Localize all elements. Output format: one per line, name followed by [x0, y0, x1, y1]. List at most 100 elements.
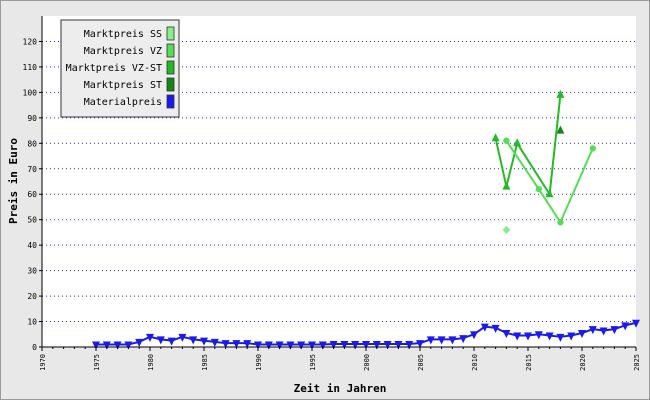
legend-swatch [166, 94, 175, 109]
data-point [437, 336, 446, 345]
data-point [178, 333, 187, 342]
data-point [394, 340, 403, 349]
legend-swatch [166, 77, 175, 92]
x-tick-label: 1980 [147, 354, 155, 371]
data-point [578, 329, 586, 338]
x-tick-label: 2005 [417, 354, 425, 371]
data-point [167, 337, 176, 346]
series-materialpreis [92, 319, 640, 350]
data-point [599, 327, 608, 336]
data-point [556, 125, 565, 134]
data-point [297, 341, 306, 350]
data-point [459, 335, 468, 344]
y-tick-label: 50 [27, 216, 37, 225]
data-point [362, 340, 370, 349]
data-point [146, 333, 154, 342]
data-point [610, 326, 619, 335]
data-point [102, 341, 111, 350]
legend: Marktpreis SS Marktpreis VZ Marktpreis VZ-… [60, 19, 180, 118]
data-point [340, 340, 349, 349]
series-layer [92, 89, 640, 350]
data-point [372, 340, 381, 349]
data-point [491, 133, 500, 142]
x-tick-label: 2015 [525, 354, 533, 371]
data-point [221, 340, 230, 349]
data-point [556, 89, 565, 98]
series-marktpreis-ss [502, 225, 511, 234]
y-tick-label: 60 [27, 190, 37, 199]
series-marktpreis-st [556, 125, 565, 134]
data-point [448, 336, 457, 345]
x-tick-label: 2020 [579, 354, 587, 371]
data-point [275, 341, 284, 350]
legend-swatch [166, 26, 175, 41]
x-tick-label: 1970 [39, 354, 47, 371]
data-point [621, 322, 630, 331]
x-tick-label: 1990 [255, 354, 263, 371]
x-tick-label: 2000 [363, 354, 371, 371]
legend-swatch [166, 60, 175, 75]
data-point [210, 338, 219, 347]
data-point [502, 225, 511, 234]
x-axis-label: Zeit in Jahren [294, 382, 387, 395]
y-tick-label: 30 [27, 267, 37, 276]
x-tick-label: 1975 [93, 354, 101, 371]
data-point [286, 341, 295, 350]
x-tick-label: 2025 [633, 354, 641, 371]
y-axis-ticks: 0 10 20 30 40 50 60 70 80 90 100 110 120 [23, 37, 42, 352]
data-point [426, 336, 435, 345]
legend-box [60, 19, 180, 118]
y-tick-label: 90 [27, 114, 37, 123]
data-point [588, 326, 597, 335]
data-point [557, 219, 564, 226]
data-point [383, 340, 392, 349]
data-point [567, 332, 576, 341]
data-point [480, 323, 489, 332]
data-point [535, 185, 542, 193]
x-tick-label: 2010 [471, 354, 479, 371]
y-tick-label: 100 [23, 88, 38, 97]
data-point [502, 181, 511, 190]
data-point [524, 332, 532, 341]
data-point [113, 341, 122, 350]
y-tick-label: 120 [23, 37, 38, 46]
data-point [124, 341, 133, 350]
legend-label: Marktpreis VZ-ST [66, 63, 162, 74]
data-point [135, 338, 144, 347]
data-point [405, 340, 414, 349]
data-point [513, 332, 522, 341]
y-tick-label: 0 [32, 343, 37, 352]
x-tick-label: 1985 [201, 354, 209, 371]
data-point [470, 331, 478, 340]
data-point [329, 340, 338, 349]
series-marktpreis-vz [503, 137, 596, 226]
y-tick-label: 20 [27, 292, 37, 301]
data-point [254, 341, 262, 350]
data-point [545, 332, 554, 341]
legend-swatch [166, 43, 175, 58]
data-point [351, 340, 360, 349]
data-point [92, 341, 100, 350]
y-axis-label: Preis in Euro [7, 138, 20, 224]
data-point [243, 340, 252, 349]
y-tick-label: 110 [23, 63, 38, 72]
series-marktpreis-vz-st [491, 89, 565, 198]
data-point [189, 336, 198, 345]
y-tick-label: 70 [27, 165, 37, 174]
legend-label: Materialpreis [84, 97, 162, 108]
legend-label: Marktpreis SS [84, 29, 162, 40]
data-point [545, 189, 554, 198]
grid-lines [42, 40, 636, 323]
x-tick-label: 1995 [309, 354, 317, 371]
data-point [318, 341, 327, 350]
legend-label: Marktpreis VZ [84, 46, 162, 57]
legend-label: Marktpreis ST [84, 80, 162, 91]
data-point [534, 331, 543, 340]
data-point [491, 324, 500, 333]
y-tick-label: 40 [27, 241, 37, 250]
data-point [308, 341, 316, 350]
data-point [502, 329, 511, 338]
x-axis-ticks: 1970 1975 1980 1985 1990 1995 2000 2005 2010 2015… [39, 347, 641, 371]
data-point [556, 333, 565, 342]
